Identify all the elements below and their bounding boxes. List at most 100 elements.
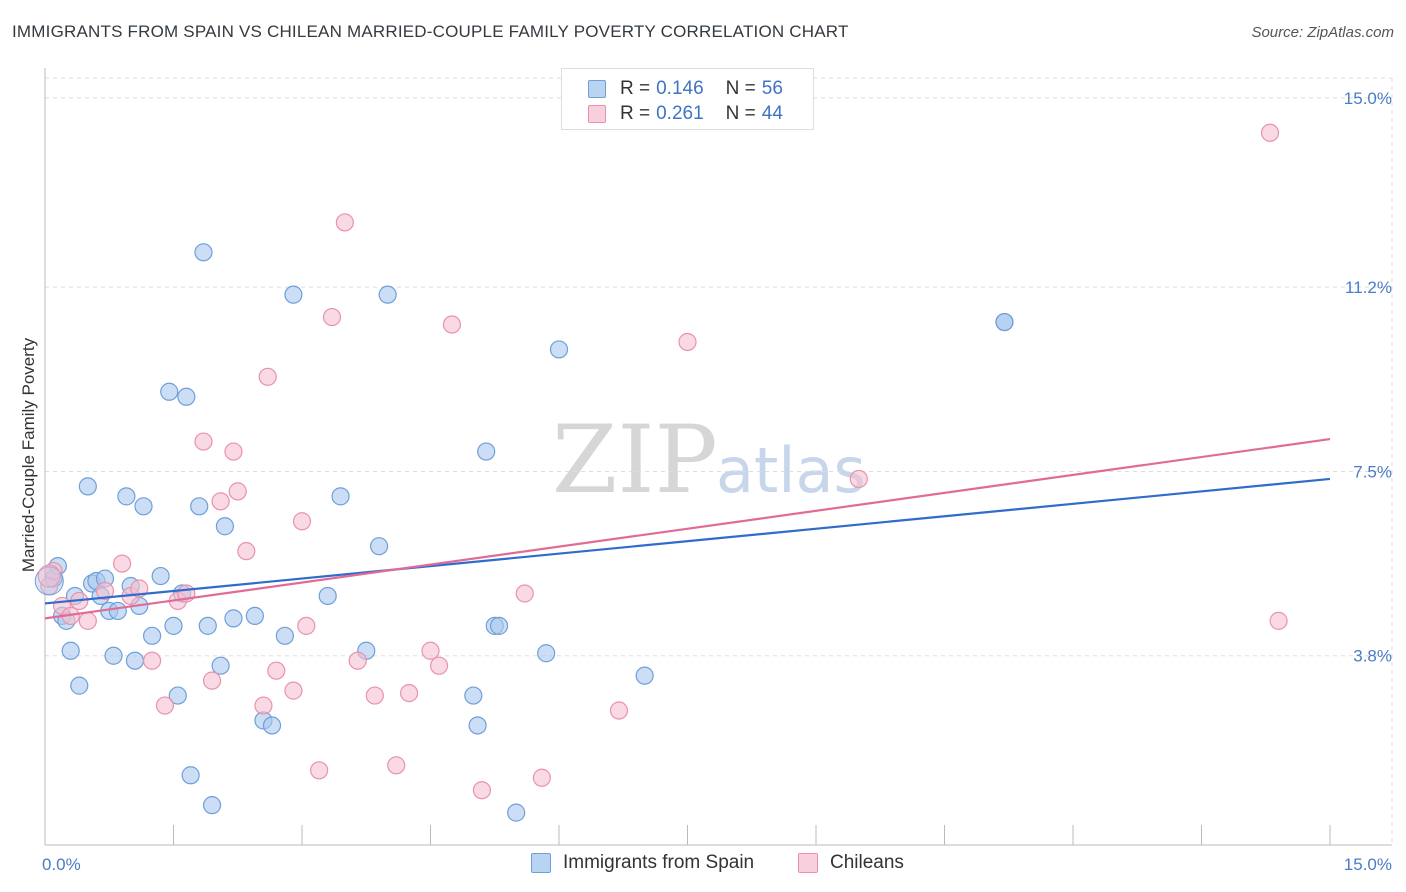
r-value: 0.261 <box>656 103 704 124</box>
chile-trend-line <box>44 437 1331 620</box>
chile-point <box>37 564 61 588</box>
chile-point <box>348 651 367 670</box>
spain-point <box>370 537 389 556</box>
chile-point <box>442 315 462 334</box>
chile-point <box>297 616 316 635</box>
spain-legend-swatch <box>531 853 551 873</box>
chile-point <box>95 581 115 601</box>
source-label: Source: ZipAtlas.com <box>1251 24 1394 41</box>
chile-point <box>472 781 491 800</box>
n-label: N = <box>725 103 756 124</box>
legend-item-spain[interactable]: Immigrants from Spain <box>531 852 754 874</box>
chile-point <box>532 768 551 787</box>
spain-point <box>134 497 153 516</box>
n-value: 56 <box>761 78 783 99</box>
spain-point <box>142 626 162 645</box>
y-tick-label: 15.0% <box>1344 89 1392 108</box>
legend-row-spain: R = 0.146 N = 56 <box>588 77 783 101</box>
spain-point <box>198 616 217 635</box>
chile-point <box>155 696 175 715</box>
chile-point <box>78 611 97 630</box>
legend-label-chile: Chileans <box>830 852 904 873</box>
r-label: R = <box>620 103 651 124</box>
chile-point <box>194 432 213 451</box>
spain-point <box>262 716 282 735</box>
spain-point <box>151 566 170 586</box>
x-tick-label: 0.0% <box>42 855 81 874</box>
chile-point <box>310 761 329 780</box>
spain-point <box>331 487 350 506</box>
chile-point <box>678 332 697 352</box>
spain-point <box>635 666 654 685</box>
chile-point <box>237 542 256 561</box>
spain-point <box>284 285 303 304</box>
chile-point <box>1260 123 1280 142</box>
spain-point <box>477 442 496 461</box>
series-legend: Immigrants from Spain Chileans <box>0 852 1406 876</box>
correlation-legend: R = 0.146 N = 56 R = 0.261 N = 44 <box>561 68 814 130</box>
chile-point <box>849 469 868 489</box>
chart-title: IMMIGRANTS FROM SPAIN VS CHILEAN MARRIED… <box>12 22 849 41</box>
chile-point <box>202 671 222 690</box>
spain-point <box>549 340 569 359</box>
spain-point <box>164 616 183 635</box>
spain-point <box>194 243 213 262</box>
n-value: 44 <box>761 103 783 124</box>
axes <box>44 68 1392 846</box>
legend-row-chile: R = 0.261 N = 44 <box>588 102 783 126</box>
spain-point <box>104 646 123 665</box>
spain-point <box>464 686 483 705</box>
chile-point <box>228 482 247 501</box>
spain-point <box>275 626 294 645</box>
chile-point <box>130 579 149 598</box>
spain-point <box>181 766 200 785</box>
chile-point <box>142 651 162 670</box>
spain-point <box>70 676 89 695</box>
legend-item-chile[interactable]: Chileans <box>798 852 904 874</box>
chile-point <box>609 701 629 720</box>
data-points <box>34 123 1288 822</box>
chile-point <box>365 686 384 705</box>
spain-point <box>160 382 179 401</box>
legend-label-spain: Immigrants from Spain <box>563 852 755 873</box>
spain-point <box>190 497 209 516</box>
spain-point <box>995 312 1014 332</box>
chile-point <box>1269 611 1288 630</box>
spain-point <box>168 686 187 705</box>
watermark-atlas: atlas <box>716 434 866 507</box>
spain-point <box>108 601 127 621</box>
spain-point <box>215 517 234 536</box>
r-label: R = <box>620 78 651 99</box>
y-axis-label: Married-Couple Family Poverty <box>19 337 38 572</box>
watermark-zip: ZIP <box>552 406 718 515</box>
spain-trend-line <box>44 477 1331 605</box>
chile-point <box>267 661 286 680</box>
spain-point <box>117 487 136 506</box>
spain-point <box>507 803 526 822</box>
y-tick-label: 11.2% <box>1345 278 1392 297</box>
chile-point <box>211 492 230 511</box>
tick-labels: 3.8% 7.5% 11.2% 15.0% 0.0% 15.0% <box>42 89 1392 874</box>
spain-swatch <box>588 80 606 98</box>
spain-point <box>78 477 97 496</box>
spain-point <box>318 586 337 606</box>
chile-swatch <box>588 105 606 123</box>
r-value: 0.146 <box>656 78 704 99</box>
chile-point <box>224 442 243 461</box>
chile-point <box>399 683 419 703</box>
chile-point <box>515 584 534 603</box>
spain-point <box>34 566 64 596</box>
y-tick-label: 3.8% <box>1353 647 1392 666</box>
chile-point <box>429 656 449 675</box>
spain-point <box>61 641 80 660</box>
chile-point <box>387 756 406 775</box>
spain-point <box>489 616 509 635</box>
spain-point <box>378 285 397 304</box>
chile-point <box>335 213 354 232</box>
spain-point <box>211 656 230 675</box>
n-label: N = <box>725 78 756 99</box>
chile-legend-swatch <box>798 853 818 873</box>
spain-point <box>245 606 264 625</box>
chile-point <box>284 681 303 700</box>
